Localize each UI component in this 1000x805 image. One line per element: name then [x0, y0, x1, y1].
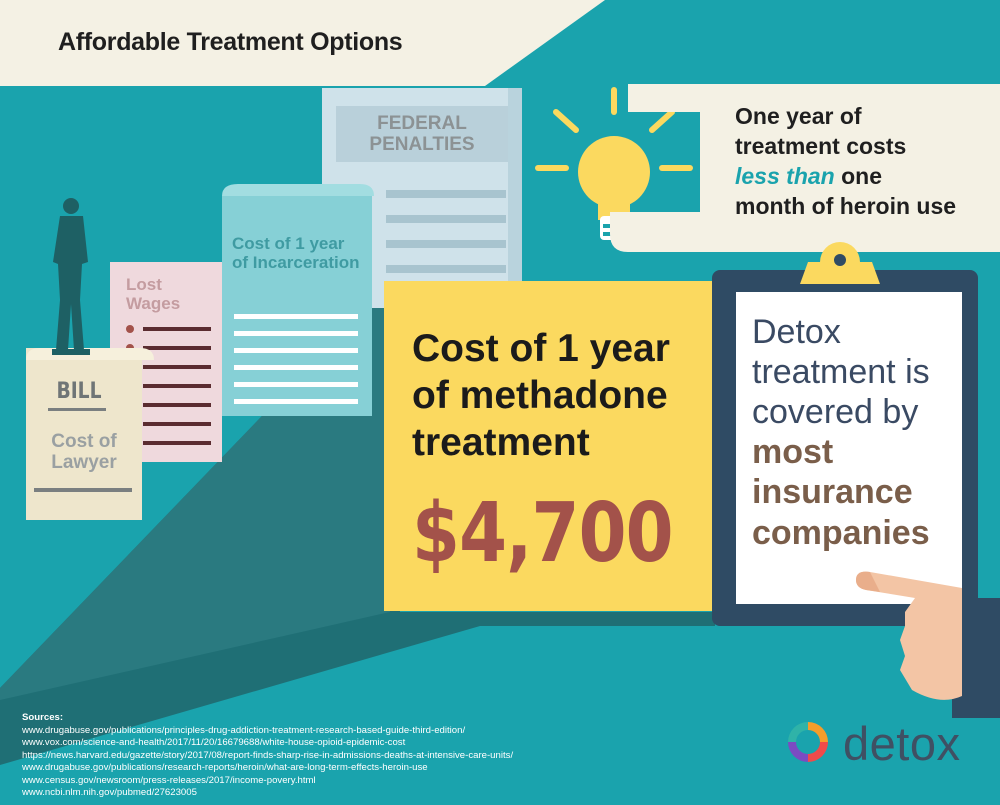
methadone-cost-label: Cost of 1 year of methadone treatment	[412, 327, 670, 464]
callout-line-3-rest: one	[834, 162, 882, 189]
callout-emphasis: less than	[735, 162, 835, 189]
page-title: Affordable Treatment Options	[58, 28, 403, 56]
incarceration-label: Cost of 1 year of Incarceration	[232, 234, 360, 272]
sources-heading: Sources:	[22, 712, 64, 723]
callout-line-4: month of heroin use	[735, 192, 957, 219]
methadone-price: $4,700	[412, 486, 674, 581]
cost-of-lawyer-label: Cost of Lawyer	[51, 431, 117, 473]
callout-line-3: less than one	[735, 162, 956, 192]
bill-document	[26, 348, 154, 520]
lightbulb-graphic	[535, 87, 693, 240]
lost-wages-label: Lost Wages	[126, 275, 181, 313]
bill-label: BILL	[56, 379, 102, 404]
insurance-coverage-note: Detox treatment is covered by most insur…	[752, 312, 962, 553]
source-url: www.drugabuse.gov/publications/research-…	[22, 762, 428, 774]
source-url: www.census.gov/newsroom/press-releases/2…	[22, 774, 316, 786]
pointing-hand-graphic	[856, 571, 1000, 718]
federal-penalties-document	[322, 88, 522, 308]
callout-line-2: treatment costs	[735, 132, 907, 159]
detox-logo-mark	[788, 722, 828, 762]
methadone-card	[384, 281, 716, 611]
source-url: www.vox.com/science-and-health/2017/11/2…	[22, 737, 406, 749]
coverage-strong-text: most insurance companies	[752, 433, 930, 552]
source-url: www.ncbi.nlm.nih.gov/pubmed/27623005	[22, 787, 197, 799]
incarceration-document	[222, 184, 374, 416]
man-silhouette	[52, 198, 90, 355]
detox-brand-name: detox	[843, 717, 961, 770]
federal-penalties-label: FEDERAL PENALTIES	[369, 113, 475, 155]
source-url: www.drugabuse.gov/publications/principle…	[22, 724, 466, 736]
source-url: https://news.harvard.edu/gazette/story/2…	[22, 749, 514, 761]
clipboard-graphic	[712, 242, 978, 626]
title-band	[0, 0, 605, 86]
heroin-cost-callout: One year of treatment costs less than on…	[735, 102, 956, 222]
sources-list: Sources: www.drugabuse.gov/publications/…	[22, 712, 513, 800]
callout-line-1: One year of	[735, 103, 862, 129]
coverage-text: Detox treatment is covered by	[752, 313, 930, 432]
